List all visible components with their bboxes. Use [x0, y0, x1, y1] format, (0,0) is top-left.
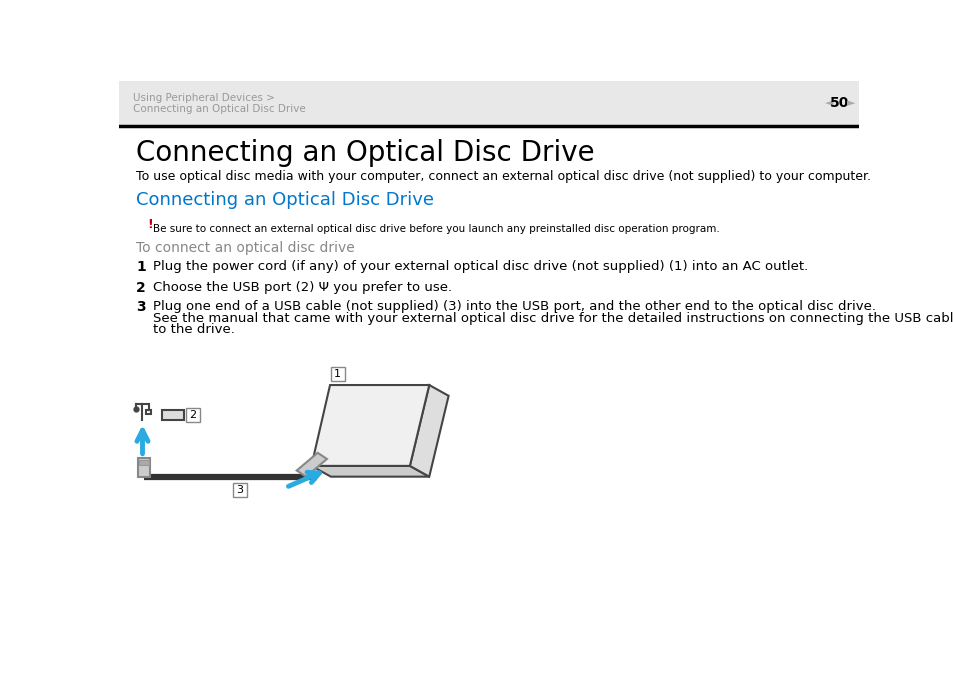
Text: Be sure to connect an external optical disc drive before you launch any preinsta: Be sure to connect an external optical d…: [153, 224, 720, 234]
Text: ►: ►: [845, 98, 854, 109]
Text: 2: 2: [189, 410, 196, 420]
Text: 2: 2: [136, 281, 146, 295]
Text: To connect an optical disc drive: To connect an optical disc drive: [136, 241, 355, 255]
Text: 3: 3: [136, 301, 146, 314]
Text: Connecting an Optical Disc Drive: Connecting an Optical Disc Drive: [133, 104, 306, 114]
FancyBboxPatch shape: [233, 483, 247, 497]
Bar: [137, 458, 150, 477]
Text: Plug the power cord (if any) of your external optical disc drive (not supplied) : Plug the power cord (if any) of your ext…: [153, 259, 808, 272]
Polygon shape: [311, 385, 429, 466]
Text: 50: 50: [829, 96, 849, 111]
Bar: [139, 460, 149, 465]
Polygon shape: [410, 385, 448, 477]
Polygon shape: [296, 453, 327, 477]
Text: To use optical disc media with your computer, connect an external optical disc d: To use optical disc media with your comp…: [136, 171, 870, 183]
Text: !: !: [147, 218, 152, 231]
Text: Plug one end of a USB cable (not supplied) (3) into the USB port, and the other : Plug one end of a USB cable (not supplie…: [153, 301, 876, 313]
Text: Using Peripheral Devices >: Using Peripheral Devices >: [133, 93, 274, 103]
Text: 1: 1: [334, 369, 341, 379]
FancyBboxPatch shape: [186, 408, 199, 422]
Text: Connecting an Optical Disc Drive: Connecting an Optical Disc Drive: [136, 191, 434, 209]
Text: Choose the USB port (2) Ψ you prefer to use.: Choose the USB port (2) Ψ you prefer to …: [153, 281, 452, 294]
Text: Connecting an Optical Disc Drive: Connecting an Optical Disc Drive: [136, 139, 595, 166]
Text: ◄: ◄: [824, 98, 833, 109]
Text: to the drive.: to the drive.: [153, 324, 235, 336]
Text: See the manual that came with your external optical disc drive for the detailed : See the manual that came with your exter…: [153, 312, 953, 325]
Text: 1: 1: [136, 259, 146, 274]
Text: 3: 3: [236, 485, 243, 495]
Bar: [146, 410, 151, 415]
FancyBboxPatch shape: [331, 367, 344, 381]
Bar: [162, 410, 183, 421]
Bar: [119, 81, 858, 125]
Polygon shape: [311, 466, 429, 477]
